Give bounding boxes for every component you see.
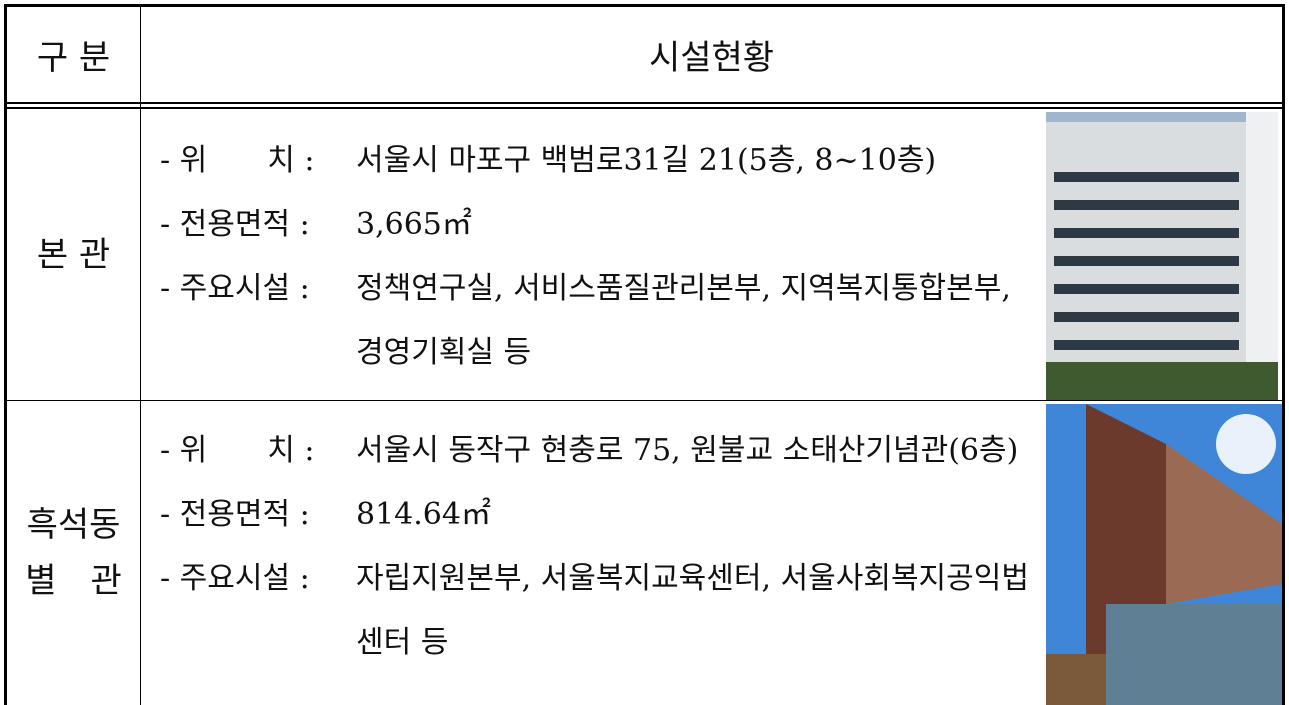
item-value: 정책연구실, 서비스품질관리본부, 지역복지통합본부, 경영기획실 등 [356, 257, 1040, 385]
item-label: - 주요시설 : [160, 257, 356, 385]
row-content: - 위 치 :서울시 마포구 백범로31길 21(5층, 8~10층)- 전용면… [160, 129, 1040, 385]
row-name-cell: 본 관 [7, 109, 140, 400]
border [140, 4, 141, 705]
header-cell: 구 분 [7, 7, 140, 102]
row-content: - 위 치 :서울시 동작구 현충로 75, 원불교 소태산기념관(6층)- 전… [160, 419, 1030, 675]
item: - 주요시설 :정책연구실, 서비스품질관리본부, 지역복지통합본부, 경영기획… [160, 257, 1040, 385]
item-label: - 전용면적 : [160, 483, 356, 547]
item: - 주요시설 :자립지원본부, 서울복지교육센터, 서울사회복지공익법센터 등 [160, 547, 1030, 675]
item-value: 814.64㎡ [356, 483, 1030, 547]
building-photo [1046, 112, 1278, 400]
row-name: 흑석동 [27, 497, 121, 553]
item-label: - 위 치 : [160, 419, 356, 483]
item: - 위 치 :서울시 마포구 백범로31길 21(5층, 8~10층) [160, 129, 1040, 193]
item-label: - 주요시설 : [160, 547, 356, 675]
page: 구 분 시설현황 본 관- 위 치 :서울시 마포구 백범로31길 21(5층,… [0, 0, 1289, 705]
item-value: 서울시 동작구 현충로 75, 원불교 소태산기념관(6층) [356, 419, 1030, 483]
border [1282, 4, 1285, 705]
border [4, 107, 1285, 109]
row-name: 별 관 [25, 553, 122, 609]
item-value: 자립지원본부, 서울복지교육센터, 서울사회복지공익법센터 등 [356, 547, 1030, 675]
item-label: - 전용면적 : [160, 193, 356, 257]
item: - 위 치 :서울시 동작구 현충로 75, 원불교 소태산기념관(6층) [160, 419, 1030, 483]
border [4, 400, 1285, 401]
row-name: 본 관 [37, 227, 110, 283]
building-photo [1046, 404, 1282, 705]
header-cell: 시설현황 [141, 7, 1282, 102]
border [4, 102, 1285, 104]
item: - 전용면적 :814.64㎡ [160, 483, 1030, 547]
item-label: - 위 치 : [160, 129, 356, 193]
item-value: 3,665㎡ [356, 193, 1040, 257]
item-value: 서울시 마포구 백범로31길 21(5층, 8~10층) [356, 129, 1040, 193]
item: - 전용면적 :3,665㎡ [160, 193, 1040, 257]
